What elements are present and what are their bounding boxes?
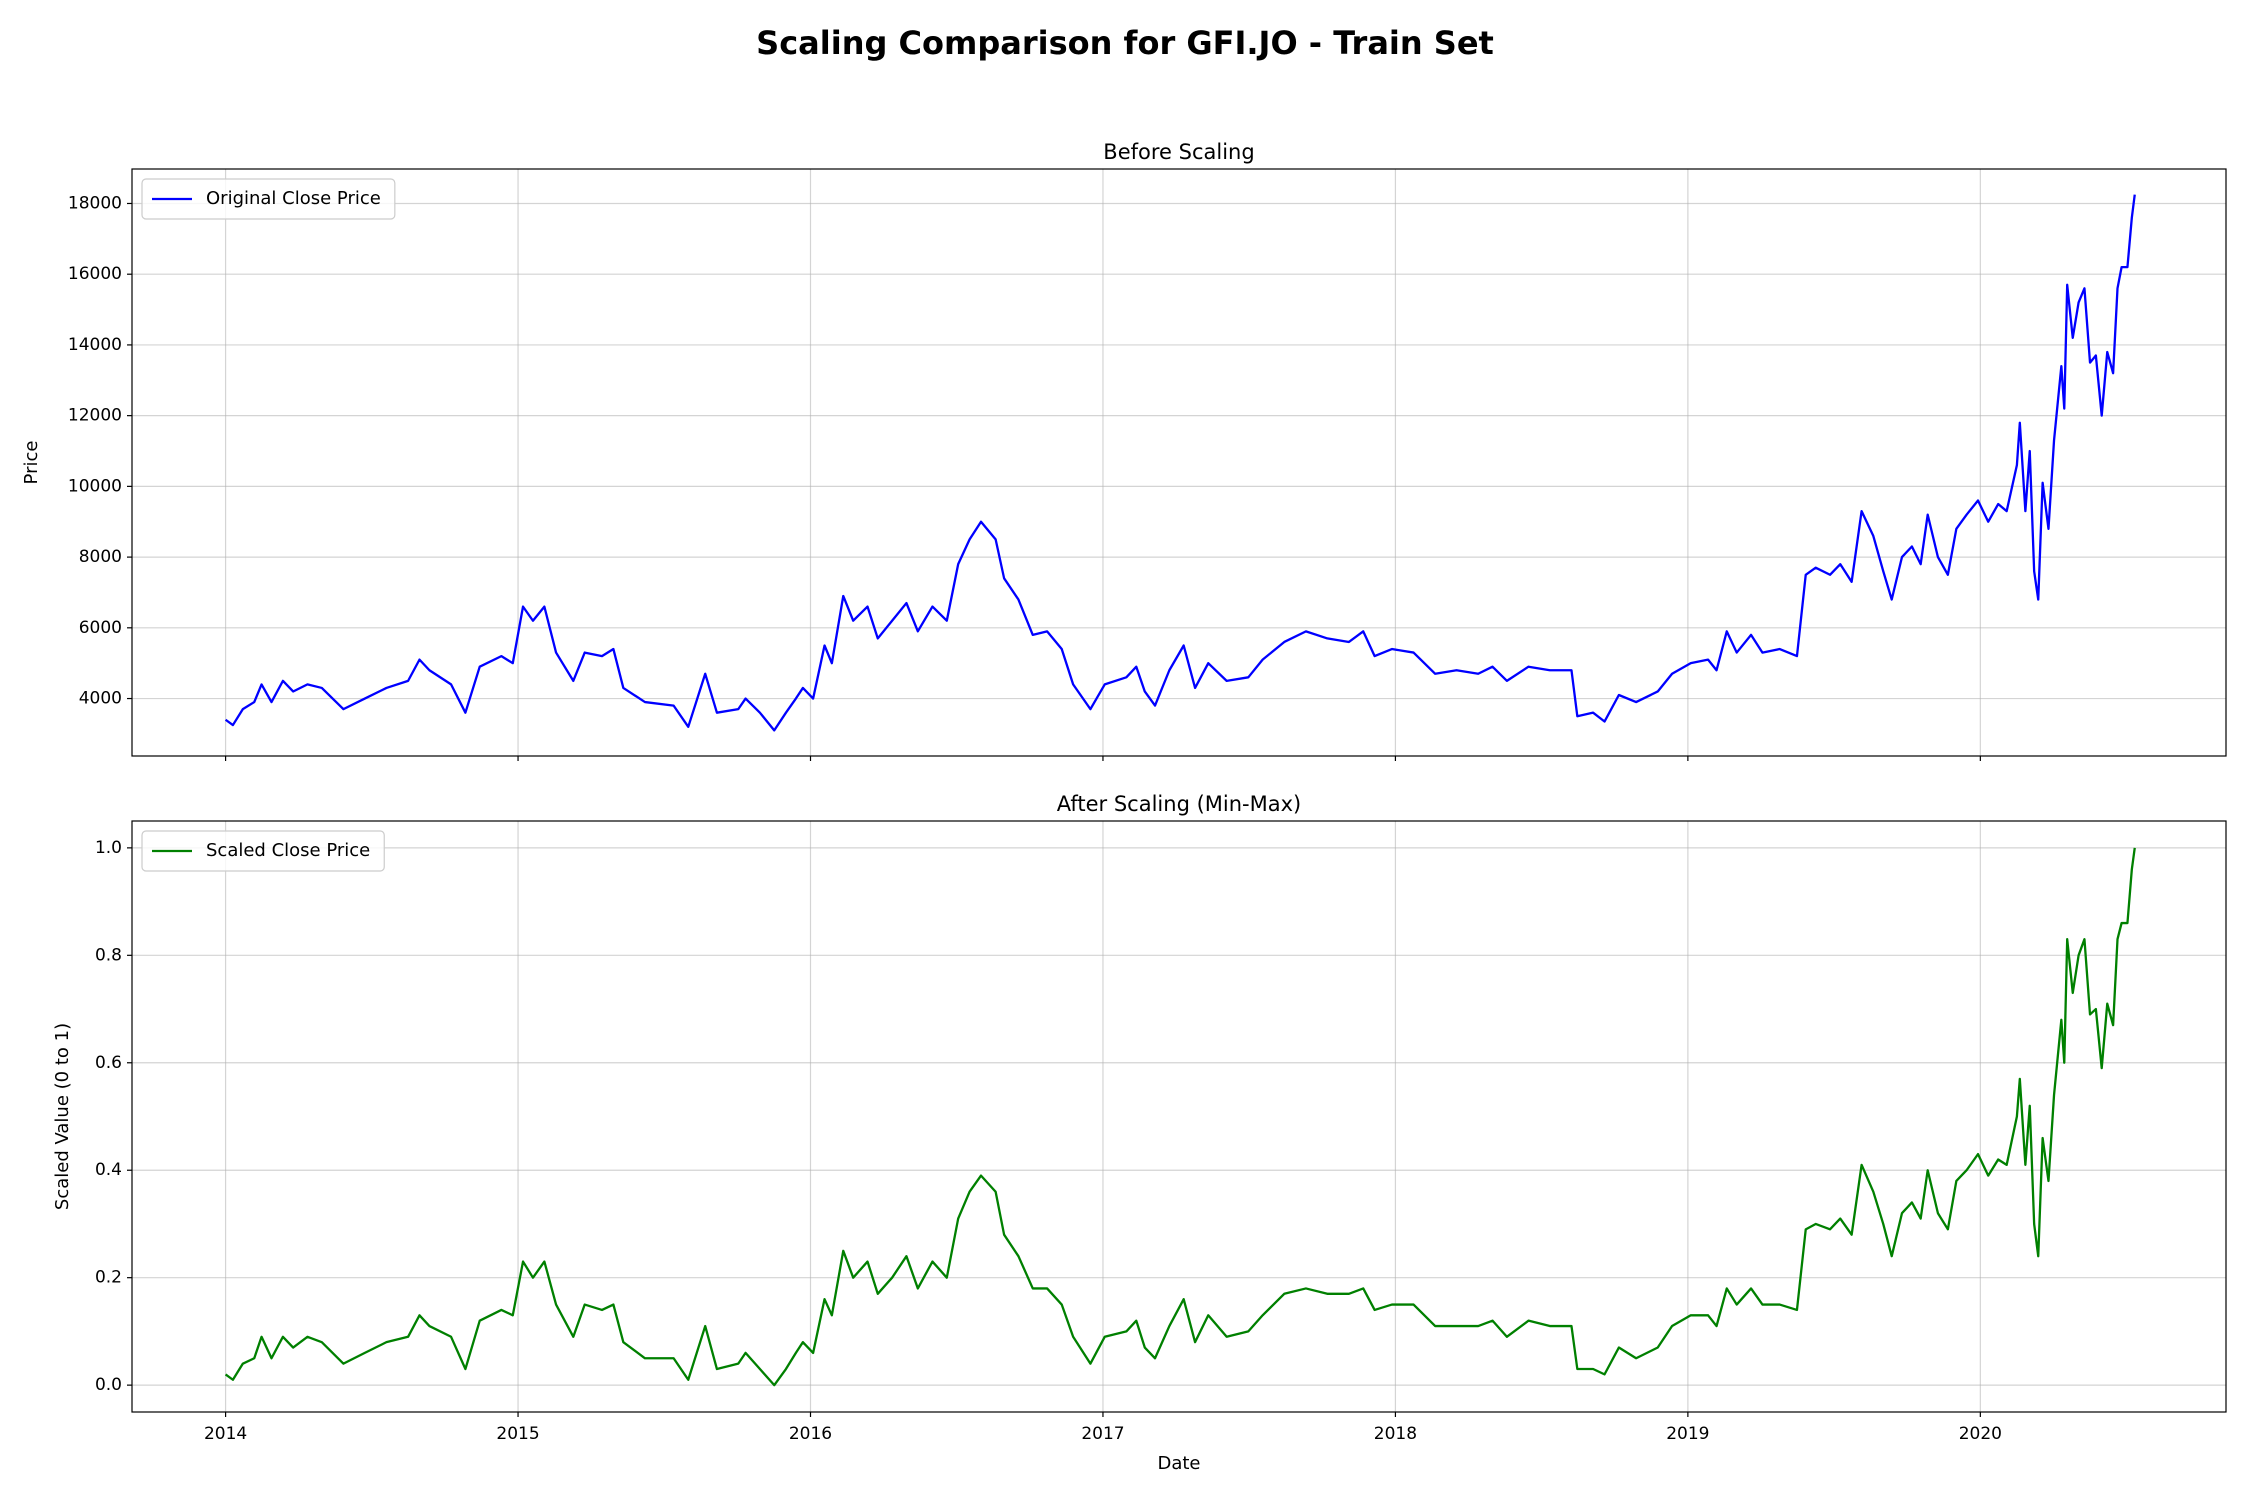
legend-box	[141, 178, 396, 220]
y-tick-label: 4000	[79, 689, 122, 709]
y-tick-label: 12000	[68, 406, 122, 426]
x-tick-label: 2014	[204, 1424, 247, 1444]
legend-label: Scaled Close Price	[206, 840, 370, 861]
x-tick-label: 2016	[789, 1424, 832, 1444]
axes-title: After Scaling (Min-Max)	[1057, 792, 1301, 816]
axes-title: Before Scaling	[1103, 140, 1254, 164]
y-tick-label: 0.8	[95, 945, 122, 965]
legend-label: Original Close Price	[206, 188, 381, 209]
y-tick-label: 8000	[79, 547, 122, 567]
y-tick-label: 1.0	[95, 838, 122, 858]
y-tick-label: 0.4	[95, 1160, 122, 1180]
x-tick-label: 2017	[1081, 1424, 1124, 1444]
legend: Original Close Price	[141, 178, 396, 220]
y-tick-label: 0.2	[95, 1268, 122, 1288]
x-axis-label: Date	[1157, 1453, 1200, 1474]
y-tick-label: 0.0	[95, 1375, 122, 1395]
data-line	[224, 847, 2136, 1387]
x-tick-label: 2018	[1374, 1424, 1417, 1444]
axes-frame	[131, 168, 2227, 757]
axes: 4000 6000 8000 10000 12000 14000 16000 18000 Bef…	[21, 140, 2227, 761]
data-line	[224, 194, 2136, 732]
figure-title: Scaling Comparison for GFI.JO - Train Se…	[756, 24, 1494, 62]
y-tick-label: 0.6	[95, 1053, 122, 1073]
axes-frame	[131, 820, 2227, 1413]
legend-box	[141, 830, 385, 872]
y-tick-label: 6000	[79, 618, 122, 638]
axes: 2014 2015 2016 2017 2018 2019 2020 0.0 0.2 0.4 0.6…	[52, 792, 2227, 1474]
x-tick-label: 2020	[1959, 1424, 2002, 1444]
y-tick-label: 10000	[68, 476, 122, 496]
y-axis-label: Price	[21, 441, 42, 485]
y-tick-label: 18000	[68, 193, 122, 213]
x-tick-label: 2015	[496, 1424, 539, 1444]
legend: Scaled Close Price	[141, 830, 385, 872]
y-axis-label: Scaled Value (0 to 1)	[52, 1023, 73, 1210]
y-tick-label: 14000	[68, 335, 122, 355]
y-tick-label: 16000	[68, 264, 122, 284]
x-tick-label: 2019	[1666, 1424, 1709, 1444]
